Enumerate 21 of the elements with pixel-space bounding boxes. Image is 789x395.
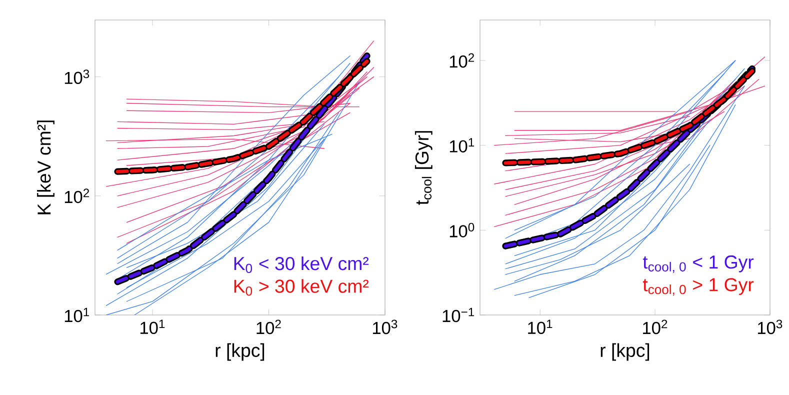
y-tick-label: 10$^{3}$ — [64, 70, 90, 84]
x-tick-label: 10$^{2}$ — [643, 320, 668, 334]
x-tick-label: 10$^{1}$ — [528, 320, 552, 334]
text: t$_{cool, 0}$ > 1 Gyr — [642, 278, 754, 296]
x-axis-title: r [kpc] — [216, 343, 264, 361]
x-tick-label: 10$^{3}$ — [372, 320, 398, 334]
x-axis-title: r [kpc] — [600, 343, 650, 361]
y-tick-label: 10$^{1}$ — [450, 138, 474, 152]
series-label: K$_{0}$ < 30 keV cm² — [234, 256, 369, 274]
y-axis-title: t$_{cool}$ [Gyr] — [414, 131, 432, 205]
y-tick-label: 10$^{2}$ — [450, 53, 474, 68]
y-tick-label: 10$^{1}$ — [64, 308, 90, 322]
x-tick-label: 10$^{3}$ — [758, 320, 782, 334]
x-tick-label: 10$^{2}$ — [256, 320, 281, 334]
y-tick-label: 10$^{2}$ — [64, 188, 90, 204]
y-tick-label: 10$^{0}$ — [450, 222, 474, 238]
x-tick-label: 10$^{1}$ — [140, 320, 165, 334]
text: K$_{0}$ > 30 keV cm² — [234, 279, 369, 296]
text: t$_{cool, 0}$ < 1 Gyr — [642, 255, 754, 274]
y-tick-label: 10$^{−1}$ — [442, 308, 474, 322]
y-axis-title: K [keV cm²] — [37, 120, 54, 214]
